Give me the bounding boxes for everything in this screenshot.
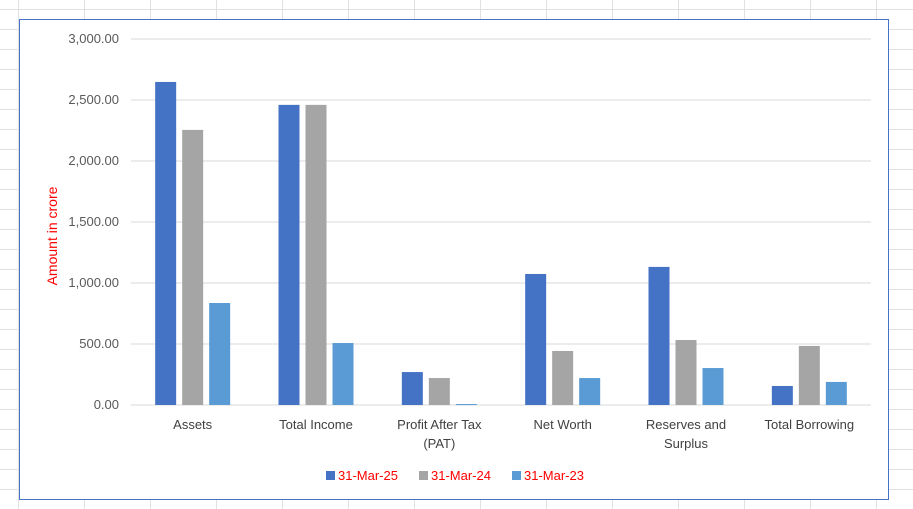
x-tick-label: Total Income: [279, 417, 353, 432]
legend-label: 31-Mar-24: [431, 468, 491, 483]
legend-swatch: [326, 471, 335, 480]
bar-31-Mar-24: [428, 378, 450, 405]
bar-31-Mar-23: [209, 303, 231, 405]
bar-31-Mar-24: [305, 104, 327, 405]
x-tick-label: Reserves and: [646, 417, 726, 432]
legend-swatch: [512, 471, 521, 480]
bar-31-Mar-24: [798, 345, 820, 405]
y-tick-label: 2,000.00: [68, 153, 119, 168]
bar-31-Mar-25: [648, 266, 670, 405]
bar-31-Mar-23: [455, 404, 477, 406]
bar-31-Mar-24: [182, 129, 204, 405]
x-tick-label: Surplus: [664, 436, 709, 451]
x-tick-label: (PAT): [423, 436, 455, 451]
bar-31-Mar-24: [552, 350, 574, 405]
bar-31-Mar-23: [579, 378, 601, 405]
y-tick-label: 3,000.00: [68, 31, 119, 46]
y-tick-label: 1,500.00: [68, 214, 119, 229]
legend-label: 31-Mar-23: [524, 468, 584, 483]
bar-31-Mar-23: [825, 381, 847, 405]
y-tick-label: 1,000.00: [68, 275, 119, 290]
bar-31-Mar-25: [525, 273, 547, 405]
bar-chart: 0.00 500.00 1,000.00 1,500.00 2,000.00 2,500.…: [44, 31, 871, 483]
y-tick-label: 2,500.00: [68, 92, 119, 107]
chart-container[interactable]: 0.00 500.00 1,000.00 1,500.00 2,000.00 2,500.…: [19, 19, 889, 500]
legend-swatch: [419, 471, 428, 480]
bar-31-Mar-25: [401, 372, 423, 405]
bar-31-Mar-24: [675, 339, 697, 405]
x-tick-label: Assets: [173, 417, 213, 432]
y-tick-label: 500.00: [79, 336, 119, 351]
y-tick-label: 0.00: [94, 397, 119, 412]
legend-label: 31-Mar-25: [338, 468, 398, 483]
bar-31-Mar-25: [278, 104, 300, 405]
bar-31-Mar-23: [702, 368, 724, 405]
x-tick-label: Net Worth: [534, 417, 592, 432]
x-tick-label: Profit After Tax: [397, 417, 482, 432]
bar-31-Mar-25: [771, 385, 793, 405]
bar-31-Mar-23: [332, 343, 354, 405]
bar-31-Mar-25: [155, 81, 177, 405]
x-tick-label: Total Borrowing: [765, 417, 855, 432]
y-axis-label: Amount in crore: [44, 186, 60, 285]
